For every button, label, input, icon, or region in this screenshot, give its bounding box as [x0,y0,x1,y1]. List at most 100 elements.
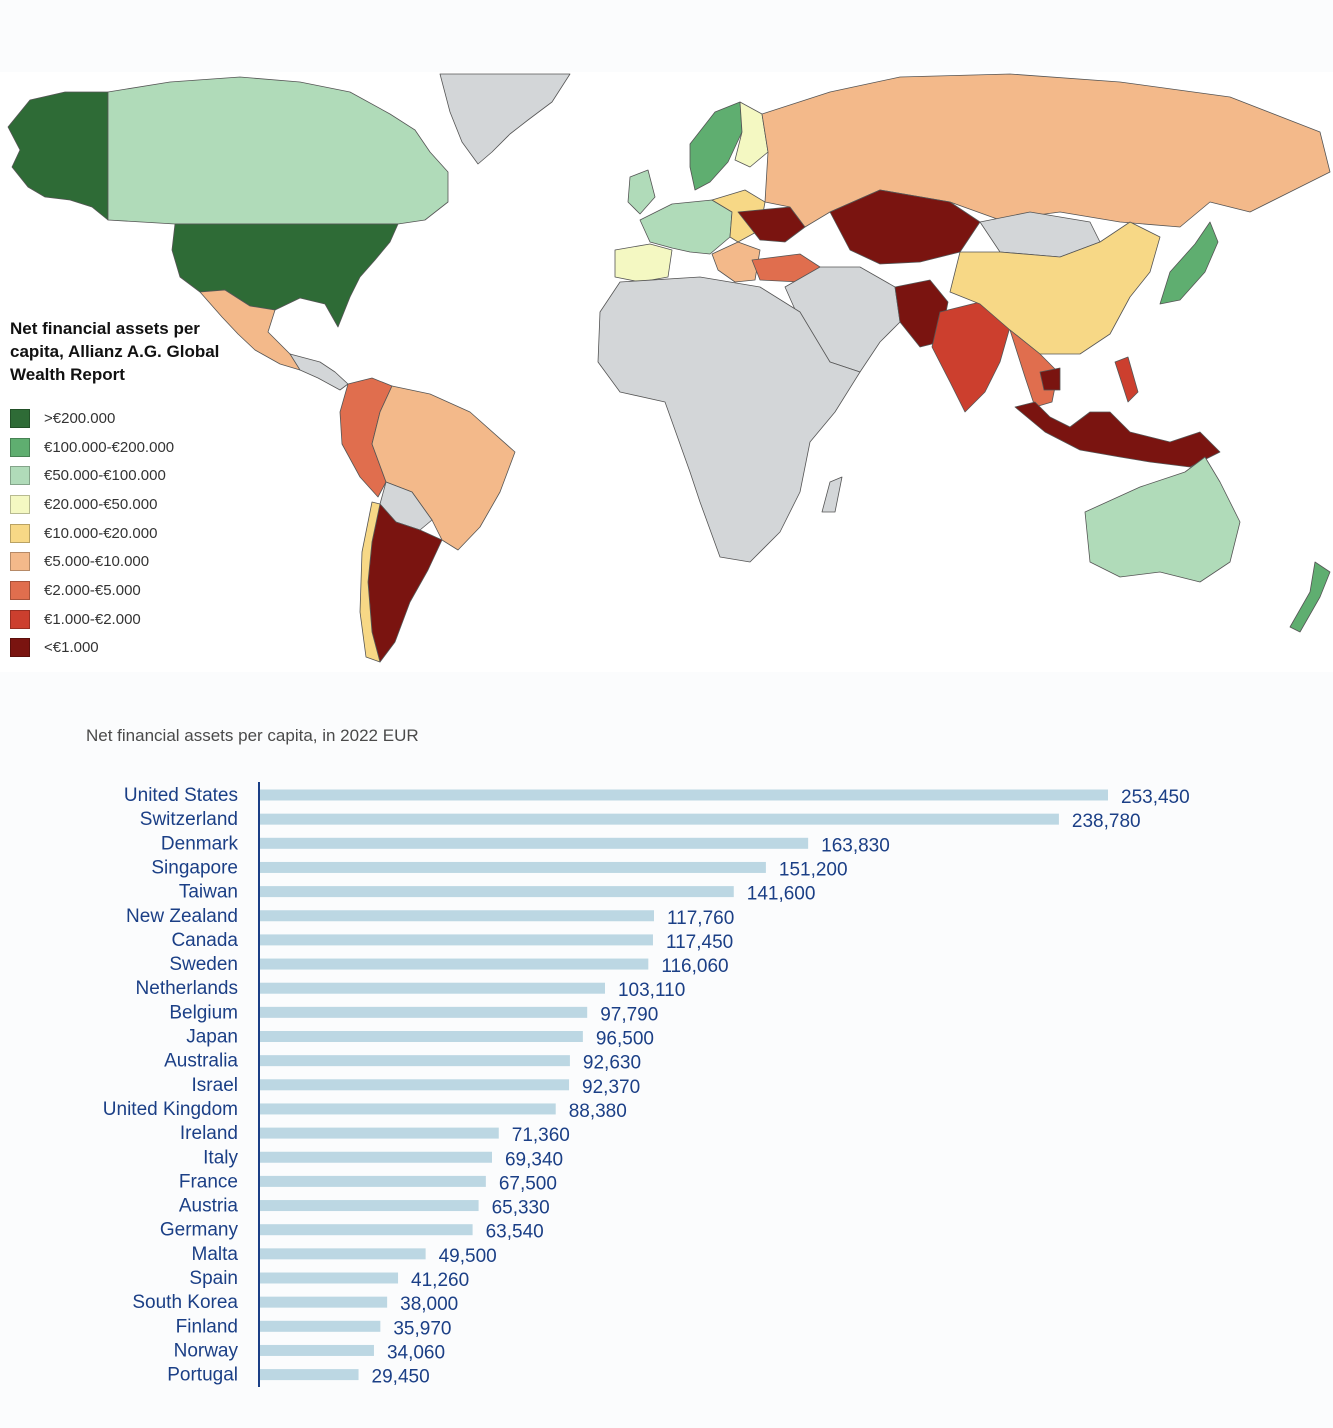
bar [260,958,649,970]
map-region-central-america [289,353,349,391]
value-label: 96,500 [596,1029,654,1050]
map-legend: Net financial assets per capita, Allianz… [10,317,260,662]
legend-item: €1.000-€2.000 [10,605,260,634]
legend-item: €2.000-€5.000 [10,576,260,605]
map-region-iberia [614,243,673,283]
bar [260,1320,381,1332]
map-region-brazil [371,385,516,551]
legend-item: €100.000-€200.000 [10,433,260,462]
category-label: United Kingdom [103,1099,238,1120]
bar [260,1200,479,1212]
bar [260,1031,583,1042]
category-label: Switzerland [140,809,238,830]
map-region-alaska [7,91,109,221]
value-label: 253,450 [1121,787,1190,808]
bar-chart-title: Net financial assets per capita, in 2022… [86,726,419,745]
map-region-greenland [439,73,571,165]
map-region-indonesia [1014,401,1221,468]
bar [260,1055,570,1067]
bar [260,982,605,994]
bar [260,789,1108,801]
value-label: 38,000 [400,1294,458,1315]
legend-swatch [10,466,30,486]
world-map-svg [7,73,1331,663]
value-label: 69,340 [505,1149,563,1170]
category-label: Germany [160,1220,239,1241]
map-region-uk [627,169,656,215]
legend-item: <€1.000 [10,634,260,663]
value-label: 63,540 [486,1222,544,1243]
bar [260,1127,499,1139]
legend-swatch [10,552,30,572]
legend-swatch [10,494,30,514]
legend-swatch [10,609,30,629]
bar [260,1151,492,1163]
map-region-japan [1159,221,1219,305]
legend-item: >€200.000 [10,404,260,433]
category-label: Belgium [169,1002,238,1023]
value-label: 88,380 [569,1101,627,1122]
category-label: United States [124,785,238,806]
map-region-philippines [1114,356,1139,403]
legend-label: €20.000-€50.000 [44,495,158,513]
bar-chart: United States 253,450 Switzerland 238,780 De… [103,782,1190,1388]
map-region-argentina [367,503,443,663]
category-label: Sweden [169,954,238,975]
bar [260,1296,388,1308]
category-label: New Zealand [126,906,238,927]
value-label: 65,330 [492,1198,550,1219]
bar [260,813,1059,825]
bar [260,934,653,946]
category-label: Ireland [180,1123,238,1144]
category-label: Australia [164,1051,238,1072]
category-label: Japan [186,1027,238,1048]
world-choropleth-map: Net financial assets per capita, Allianz… [0,72,1333,672]
category-label: Austria [179,1196,239,1217]
legend-label: €2.000-€5.000 [44,581,141,599]
value-label: 117,450 [666,932,733,953]
bar [260,886,734,898]
category-label: Portugal [167,1365,238,1386]
legend-swatch [10,408,30,428]
category-label: Spain [189,1268,238,1289]
category-label: Finland [176,1316,238,1337]
bar [260,910,655,922]
map-region-united-states [171,223,399,328]
bar [260,1369,359,1381]
bar [260,1224,473,1236]
map-region-madagascar [821,476,843,513]
category-label: Israel [192,1075,238,1096]
value-label: 92,630 [583,1053,641,1074]
category-label: Singapore [151,857,238,878]
map-region-scandinavia [689,101,743,191]
value-label: 103,110 [618,980,685,1001]
legend-item: €10.000-€20.000 [10,519,260,548]
legend-label: €5.000-€10.000 [44,553,150,571]
category-label: Denmark [161,833,239,854]
value-label: 34,060 [387,1342,445,1363]
value-label: 97,790 [600,1004,658,1025]
value-label: 71,360 [512,1125,570,1146]
value-label: 151,200 [779,859,848,880]
legend-label: €100.000-€200.000 [44,438,175,456]
bar [260,1006,588,1018]
bar [260,1079,570,1091]
value-label: 35,970 [393,1318,451,1339]
value-label: 117,760 [667,908,734,929]
legend-swatch [10,638,30,658]
map-region-russia [761,73,1331,228]
bar [260,861,766,873]
category-label: Netherlands [136,978,238,999]
map-region-canada [107,76,449,225]
map-region-western-europe [639,199,733,255]
legend-swatch [10,580,30,600]
map-region-china [949,221,1161,355]
value-label: 41,260 [411,1270,469,1291]
category-label: South Korea [132,1292,238,1313]
legend-item: €5.000-€10.000 [10,547,260,576]
legend-item: €20.000-€50.000 [10,490,260,519]
bar [260,837,809,849]
map-region-ukraine [737,206,806,243]
value-label: 92,370 [582,1077,640,1098]
value-label: 29,450 [372,1367,430,1388]
